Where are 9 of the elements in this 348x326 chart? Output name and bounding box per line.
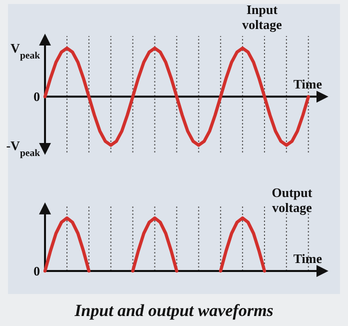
x-axis-title: Time xyxy=(293,76,322,92)
text: Input and output waveforms xyxy=(74,301,274,320)
text: V$_{peak}$ xyxy=(10,40,41,62)
series-label: Input voltage xyxy=(242,2,282,32)
text: 0 xyxy=(34,264,40,279)
x-axis-title: Time xyxy=(293,251,322,266)
series-label: Output voltage xyxy=(272,184,313,215)
text: -V$_{peak}$ xyxy=(6,138,41,158)
text: 0 xyxy=(34,89,40,104)
